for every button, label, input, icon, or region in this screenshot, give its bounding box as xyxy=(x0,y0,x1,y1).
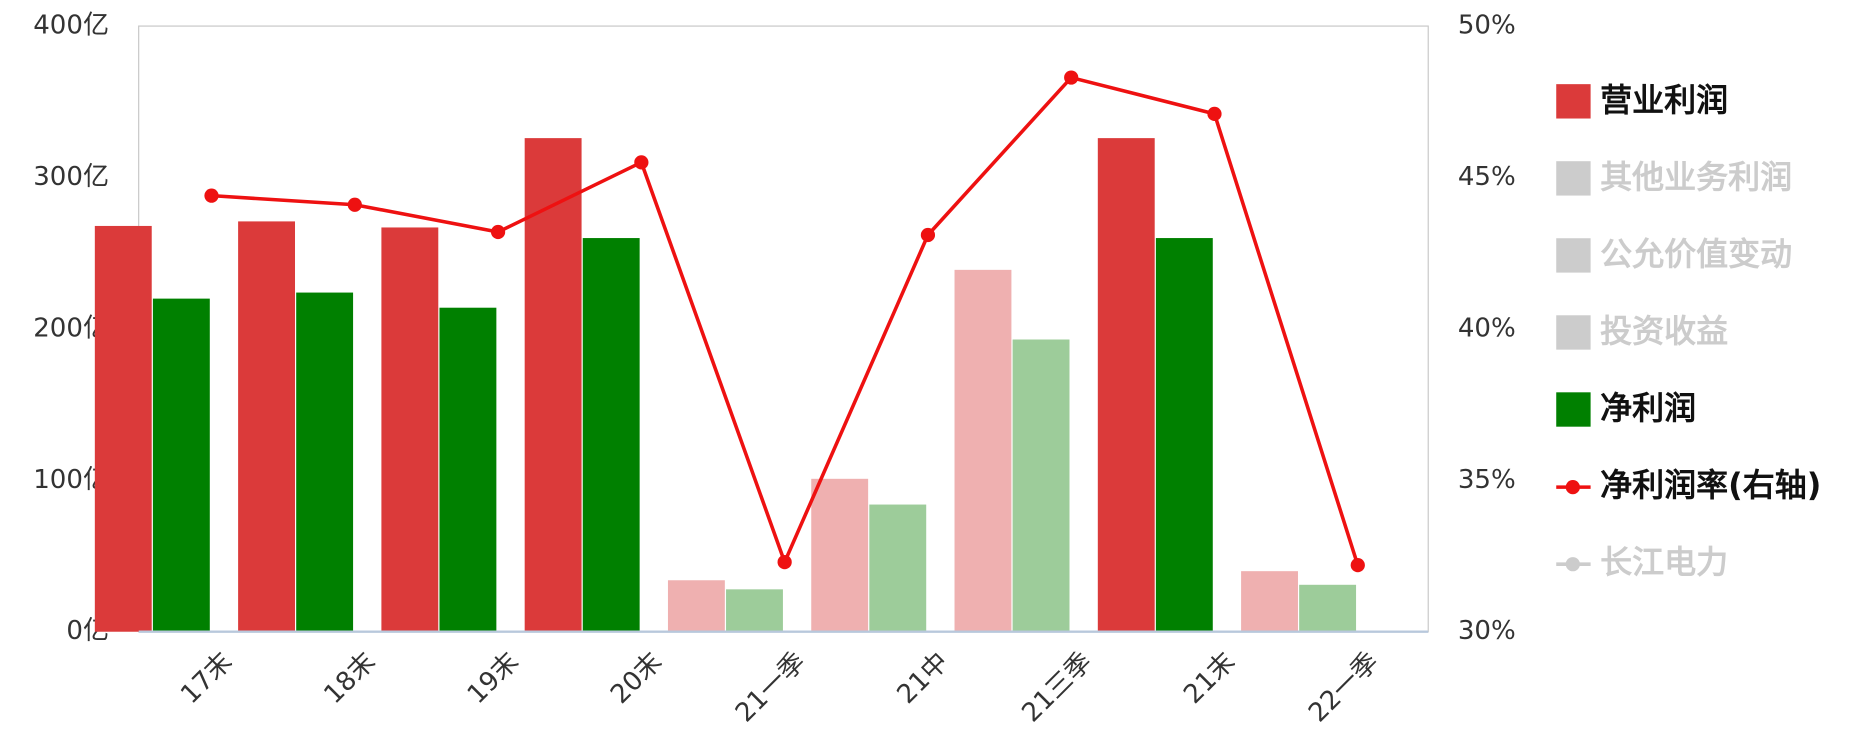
x-tick-label: 22一季 xyxy=(1303,647,1385,729)
x-tick-label: 17末 xyxy=(175,647,238,710)
line-point xyxy=(1350,558,1365,573)
x-tick-label: 20末 xyxy=(605,647,668,710)
bar xyxy=(869,504,927,632)
legend-label[interactable]: 净利润 xyxy=(1600,389,1696,427)
bar xyxy=(524,138,582,632)
legend-marker xyxy=(1556,161,1591,196)
line-point xyxy=(634,155,649,170)
bar xyxy=(296,292,354,632)
y2-tick-label: 45% xyxy=(1458,162,1516,192)
bar xyxy=(1097,138,1155,632)
bar xyxy=(238,221,296,632)
legend-label[interactable]: 净利润率(右轴) xyxy=(1600,466,1821,504)
line-point xyxy=(920,227,936,243)
bar xyxy=(381,227,439,632)
bar xyxy=(582,238,640,632)
bar xyxy=(667,580,725,632)
x-tick-label: 19末 xyxy=(462,647,525,710)
legend-marker xyxy=(1556,315,1591,350)
bar xyxy=(1299,584,1357,632)
y-tick-label: 300亿 xyxy=(33,162,109,192)
bar xyxy=(1155,238,1213,632)
x-tick-label: 21三季 xyxy=(1017,647,1099,729)
legend-marker xyxy=(1556,84,1591,119)
bar xyxy=(1241,571,1298,632)
legend-marker xyxy=(1556,238,1591,273)
line-point xyxy=(1064,70,1079,85)
bar xyxy=(1012,339,1070,632)
legend-label[interactable]: 长江电力 xyxy=(1600,543,1728,581)
legend-label[interactable]: 投资收益 xyxy=(1600,312,1728,350)
bar xyxy=(94,225,152,632)
x-tick-label: 18末 xyxy=(319,647,382,710)
line-point xyxy=(347,197,362,212)
line-point xyxy=(777,554,792,570)
legend-label[interactable]: 营业利润 xyxy=(1600,81,1728,119)
line-point xyxy=(1207,106,1222,122)
legend-label[interactable]: 其他业务利润 xyxy=(1600,158,1792,196)
line-point xyxy=(204,188,219,203)
x-tick-label: 21一季 xyxy=(730,647,812,729)
y2-tick-label: 50% xyxy=(1458,11,1516,41)
bar xyxy=(439,307,497,632)
y-tick-label: 400亿 xyxy=(33,11,109,41)
line-point xyxy=(490,224,506,240)
x-tick-label: 21中 xyxy=(892,647,955,710)
y2-tick-label: 40% xyxy=(1458,313,1516,343)
bar xyxy=(811,478,869,632)
y2-tick-label: 35% xyxy=(1458,465,1516,495)
bar xyxy=(954,269,1012,632)
legend-marker xyxy=(1565,480,1580,495)
bar xyxy=(152,298,210,632)
legend-marker xyxy=(1556,392,1591,427)
y2-tick-label: 30% xyxy=(1458,616,1516,646)
legend-marker xyxy=(1565,557,1580,572)
x-tick-label: 21末 xyxy=(1178,647,1241,710)
bar xyxy=(726,589,783,632)
legend-label[interactable]: 公允价值变动 xyxy=(1600,235,1792,273)
